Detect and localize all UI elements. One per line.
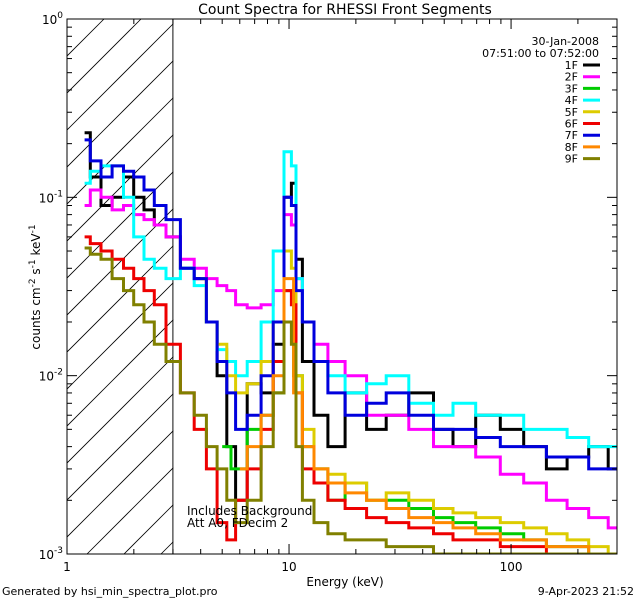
time-range-label: 07:51:00 to 07:52:00 [482,47,599,60]
y-tick-label: 10-2 [39,368,63,384]
y-tick-label: 10-3 [39,546,63,562]
x-tick-label: 100 [500,560,523,574]
y-axis-label: counts cm-2 s-1 keV-1 [28,224,43,349]
y-tick-label: 10-1 [39,189,63,205]
date-label: 30-Jan-2008 [532,35,600,48]
footer-generated-by: Generated by hsi_min_spectra_plot.pro [2,585,218,598]
series-9F [84,246,617,554]
footer-timestamp: 9-Apr-2023 21:52 [537,585,634,598]
x-axis-label: Energy (keV) [306,575,383,589]
plot-frame [66,18,618,555]
legend-label: 8F [565,141,578,154]
background-note: Includes Background [187,504,312,518]
legend-label: 2F [565,71,578,84]
legend-label: 3F [565,82,578,95]
series-5F [200,249,617,554]
x-tick-label: 10 [281,560,296,574]
y-tick-label: 100 [42,11,63,27]
x-tick-label: 1 [63,560,71,574]
series-8F [239,277,617,554]
attenuator-note: Att A0, FDecim 2 [187,516,288,530]
legend-label: 4F [565,94,578,107]
legend-label: 6F [565,118,578,131]
legend-label: 7F [565,129,578,142]
legend-label: 9F [565,153,578,166]
legend-label: 1F [565,59,578,72]
chart-title: Count Spectra for RHESSI Front Segments [198,2,492,18]
hatched-region [67,19,617,554]
series-7F [84,138,617,471]
legend-label: 5F [565,106,578,119]
